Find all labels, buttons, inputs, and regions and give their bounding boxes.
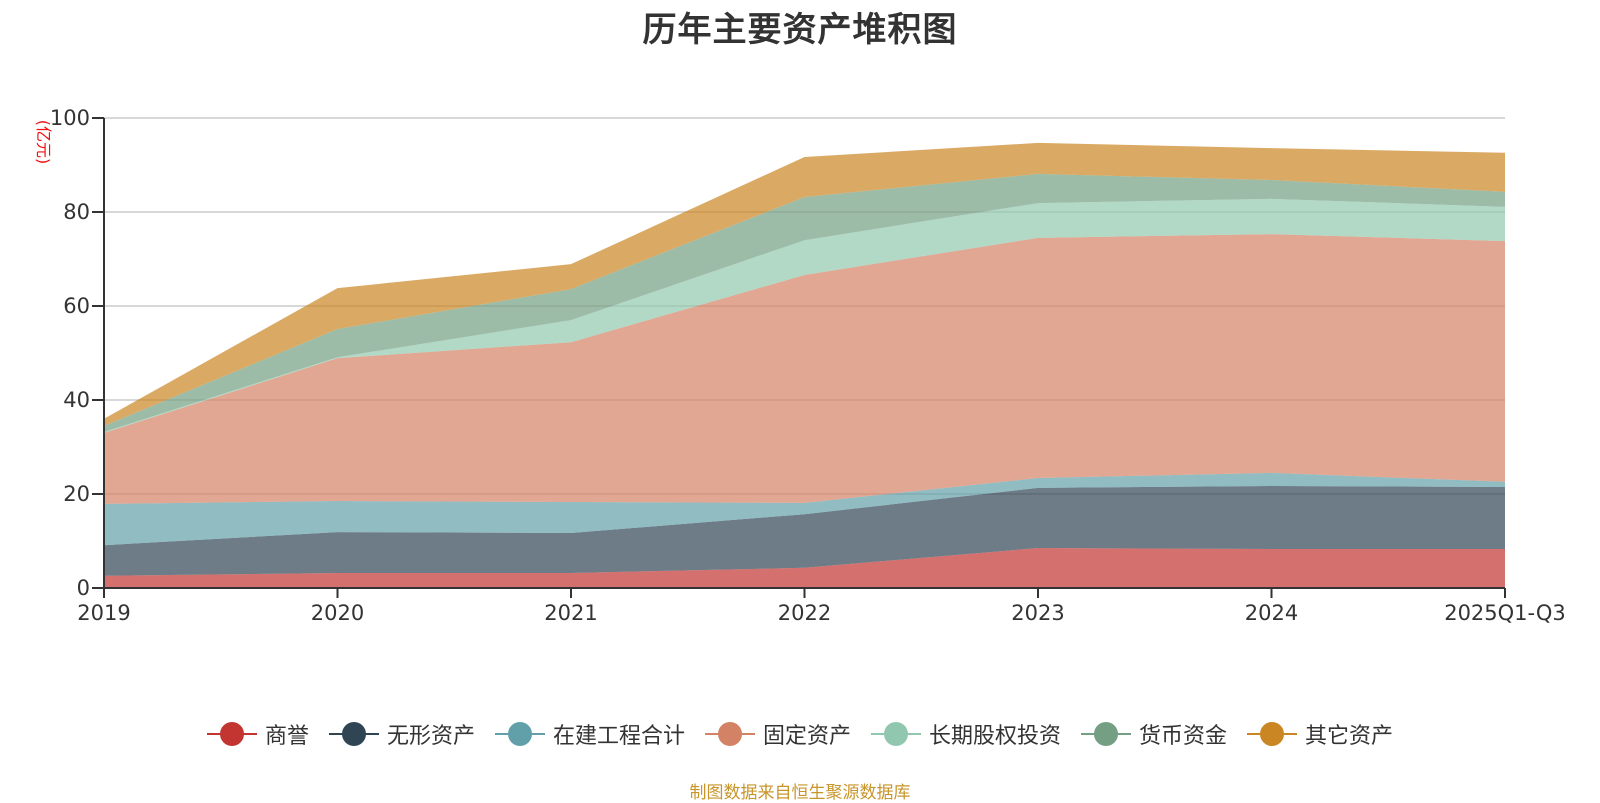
- legend-marker-icon: [1081, 721, 1132, 747]
- area-series-6: [104, 142, 1505, 426]
- y-axis-unit-label: (亿元): [34, 120, 53, 165]
- area-series-1: [104, 486, 1505, 576]
- legend-item[interactable]: 固定资产: [704, 718, 851, 750]
- x-tick-label: 2022: [778, 601, 831, 625]
- legend-item[interactable]: 商誉: [206, 718, 309, 750]
- x-tick-label: 2025Q1-Q3: [1444, 601, 1566, 625]
- y-tick-label: 0: [77, 576, 90, 600]
- legend-item[interactable]: 在建工程合计: [494, 718, 685, 750]
- axes: 0 20 40 60 80 100 2019 2020 2021 2022 2023 2024 2025…: [50, 106, 1566, 625]
- y-tick-label: 20: [63, 482, 90, 506]
- legend-label: 固定资产: [762, 724, 851, 749]
- legend-item[interactable]: 长期股权投资: [871, 718, 1061, 750]
- legend-marker-icon: [871, 721, 921, 747]
- legend-label: 其它资产: [1305, 724, 1394, 749]
- x-tick-label: 2023: [1011, 601, 1064, 625]
- area-series-4: [104, 198, 1505, 433]
- legend-item[interactable]: 无形资产: [328, 718, 475, 750]
- x-tick-label: 2019: [77, 601, 130, 625]
- legend-marker-icon: [1247, 721, 1298, 747]
- x-tick-label: 2020: [311, 601, 364, 625]
- legend-label: 无形资产: [386, 724, 475, 749]
- y-tick-label: 80: [63, 200, 90, 224]
- y-tick-label: 100: [50, 106, 90, 130]
- area-series-2: [104, 472, 1505, 546]
- x-tick-label: 2024: [1245, 601, 1298, 625]
- area-series-5: [104, 173, 1505, 432]
- legend-marker-icon: [704, 721, 755, 747]
- legend: 商誉 无形资产 在建工程合计 固定资产 长期股权投资 货币资金 其它资产: [0, 718, 1600, 750]
- legend-item[interactable]: 货币资金: [1081, 718, 1227, 750]
- area-series-3: [104, 234, 1505, 504]
- legend-marker-icon: [494, 721, 545, 747]
- x-tick-label: 2021: [544, 601, 597, 625]
- data-source-footer: 制图数据来自恒生聚源数据库: [689, 783, 911, 803]
- legend-label: 在建工程合计: [552, 724, 685, 749]
- chart-title: 历年主要资产堆积图: [642, 10, 958, 50]
- stacked-areas: [104, 142, 1505, 588]
- legend-label: 商誉: [264, 724, 309, 749]
- legend-marker-icon: [328, 721, 379, 747]
- legend-item[interactable]: 其它资产: [1247, 718, 1393, 750]
- y-tick-label: 60: [63, 294, 90, 318]
- y-tick-label: 40: [63, 388, 90, 412]
- legend-marker-icon: [206, 721, 257, 747]
- legend-label: 长期股权投资: [929, 724, 1062, 749]
- legend-label: 货币资金: [1139, 724, 1228, 749]
- area-series-0: [104, 548, 1505, 588]
